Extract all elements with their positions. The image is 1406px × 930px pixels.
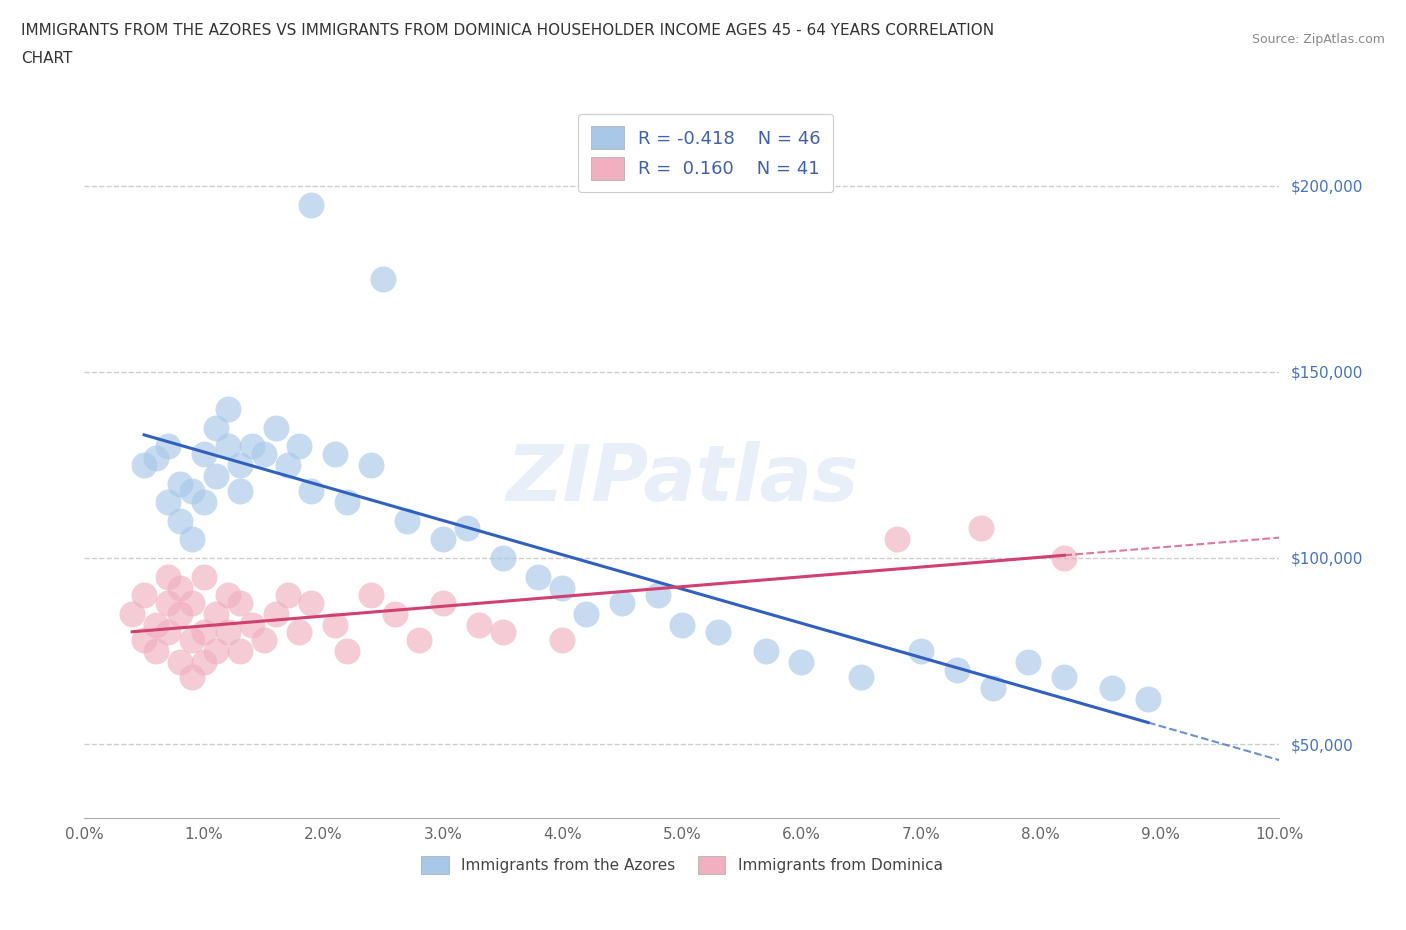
Point	[336, 495, 359, 510]
Point	[217, 439, 239, 454]
Point	[240, 439, 263, 454]
Point	[1053, 670, 1076, 684]
Point	[217, 402, 239, 417]
Point	[157, 495, 180, 510]
Point	[1018, 655, 1040, 670]
Point	[755, 644, 778, 658]
Point	[301, 197, 323, 212]
Point	[228, 484, 252, 498]
Point	[851, 670, 873, 684]
Point	[384, 606, 406, 621]
Point	[301, 484, 323, 498]
Point	[456, 521, 478, 536]
Point	[205, 606, 228, 621]
Point	[264, 606, 287, 621]
Point	[145, 618, 167, 632]
Point	[193, 625, 215, 640]
Point	[253, 446, 276, 461]
Point	[157, 439, 180, 454]
Point	[205, 469, 228, 484]
Point	[325, 618, 347, 632]
Point	[157, 625, 180, 640]
Point	[145, 450, 167, 465]
Point	[169, 476, 191, 491]
Point	[396, 513, 419, 528]
Point	[253, 632, 276, 647]
Point	[132, 632, 156, 647]
Point	[228, 595, 252, 610]
Point	[205, 420, 228, 435]
Point	[707, 625, 730, 640]
Point	[277, 588, 299, 603]
Point	[946, 662, 969, 677]
Point	[1053, 551, 1076, 565]
Point	[492, 551, 515, 565]
Point	[373, 272, 395, 286]
Text: Source: ZipAtlas.com: Source: ZipAtlas.com	[1251, 33, 1385, 46]
Point	[217, 588, 239, 603]
Point	[1137, 692, 1160, 707]
Point	[492, 625, 515, 640]
Point	[575, 606, 598, 621]
Text: CHART: CHART	[21, 51, 73, 66]
Point	[205, 644, 228, 658]
Point	[277, 458, 299, 472]
Point	[217, 625, 239, 640]
Point	[181, 670, 204, 684]
Point	[671, 618, 693, 632]
Point	[169, 606, 191, 621]
Point	[193, 655, 215, 670]
Point	[468, 618, 491, 632]
Point	[432, 595, 454, 610]
Point	[193, 569, 215, 584]
Point	[551, 580, 574, 595]
Point	[408, 632, 430, 647]
Point	[360, 458, 382, 472]
Point	[325, 446, 347, 461]
Point	[790, 655, 813, 670]
Point	[157, 595, 180, 610]
Point	[121, 606, 143, 621]
Point	[527, 569, 550, 584]
Point	[288, 439, 311, 454]
Point	[169, 513, 191, 528]
Point	[132, 588, 156, 603]
Point	[228, 644, 252, 658]
Point	[551, 632, 574, 647]
Point	[181, 632, 204, 647]
Point	[169, 655, 191, 670]
Point	[1101, 681, 1123, 696]
Point	[910, 644, 932, 658]
Point	[981, 681, 1004, 696]
Point	[181, 595, 204, 610]
Point	[288, 625, 311, 640]
Point	[612, 595, 634, 610]
Point	[336, 644, 359, 658]
Text: ZIPatlas: ZIPatlas	[506, 441, 858, 517]
Point	[169, 580, 191, 595]
Point	[132, 458, 156, 472]
Point	[360, 588, 382, 603]
Point	[193, 495, 215, 510]
Point	[970, 521, 993, 536]
Point	[157, 569, 180, 584]
Point	[301, 595, 323, 610]
Point	[432, 532, 454, 547]
Point	[181, 532, 204, 547]
Point	[181, 484, 204, 498]
Point	[886, 532, 908, 547]
Point	[145, 644, 167, 658]
Text: IMMIGRANTS FROM THE AZORES VS IMMIGRANTS FROM DOMINICA HOUSEHOLDER INCOME AGES 4: IMMIGRANTS FROM THE AZORES VS IMMIGRANTS…	[21, 23, 994, 38]
Point	[193, 446, 215, 461]
Point	[228, 458, 252, 472]
Legend: Immigrants from the Azores, Immigrants from Dominica: Immigrants from the Azores, Immigrants f…	[413, 848, 950, 882]
Point	[647, 588, 669, 603]
Point	[240, 618, 263, 632]
Point	[264, 420, 287, 435]
